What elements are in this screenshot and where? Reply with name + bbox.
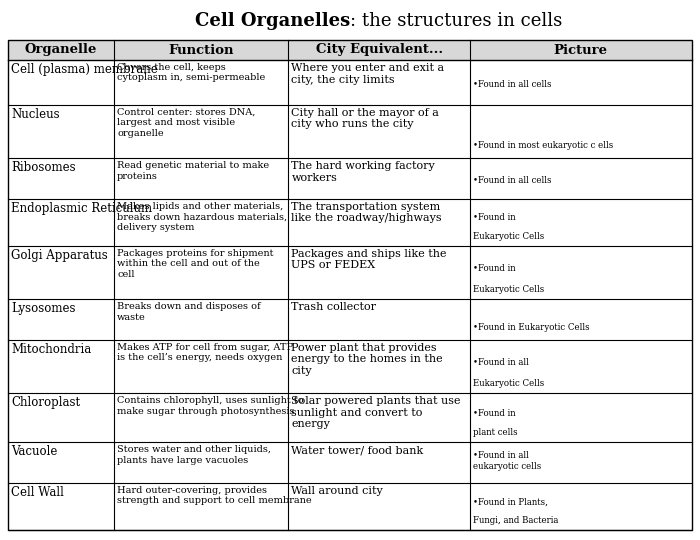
Text: Power plant that provides
energy to the homes in the
city: Power plant that provides energy to the … [291,343,443,376]
Text: City hall or the mayor of a
city who runs the city: City hall or the mayor of a city who run… [291,108,440,130]
Text: Cell Organelles: Cell Organelles [195,12,350,30]
Text: The transportation system
like the roadway/highways: The transportation system like the roadw… [291,202,442,224]
Text: •Found in: •Found in [473,213,515,222]
Bar [8,60,692,105]
Text: •Found in all: •Found in all [473,357,528,367]
Text: Packages and ships like the
UPS or FEDEX: Packages and ships like the UPS or FEDEX [291,249,447,271]
Text: : the structures in cells: : the structures in cells [350,12,562,30]
Text: Water tower/ food bank: Water tower/ food bank [291,446,424,455]
Text: Mitochondria: Mitochondria [11,343,91,356]
Text: Read genetic material to make
proteins: Read genetic material to make proteins [117,161,269,181]
Text: •Found in: •Found in [473,409,515,418]
Text: Chloroplast: Chloroplast [11,396,80,409]
Text: Eukaryotic Cells: Eukaryotic Cells [473,232,544,241]
Text: Endoplasmic Reticulum: Endoplasmic Reticulum [11,202,152,215]
Bar [8,442,692,483]
Text: Function: Function [169,44,234,57]
Text: Picture: Picture [554,44,608,57]
Text: Control center: stores DNA,
largest and most visible
organelle: Control center: stores DNA, largest and … [117,108,256,138]
Text: Makes lipids and other materials,
breaks down hazardous materials,
delivery syst: Makes lipids and other materials, breaks… [117,202,287,232]
Bar [8,246,692,299]
Text: Eukaryotic Cells: Eukaryotic Cells [473,379,544,388]
Text: Breaks down and disposes of
waste: Breaks down and disposes of waste [117,302,260,322]
Text: Wall around city: Wall around city [291,486,383,496]
Text: Makes ATP for cell from sugar, ATP
is the cell’s energy, needs oxygen: Makes ATP for cell from sugar, ATP is th… [117,343,293,362]
Bar [8,340,692,393]
Text: •Found in most eukaryotic c ells: •Found in most eukaryotic c ells [473,141,613,150]
Bar [8,158,692,199]
Text: Hard outer-covering, provides
strength and support to cell membrane: Hard outer-covering, provides strength a… [117,486,312,505]
Text: •Found in all
eukaryotic cells: •Found in all eukaryotic cells [473,451,541,471]
Bar [8,40,692,60]
Text: The hard working factory
workers: The hard working factory workers [291,161,435,183]
Text: Vacuole: Vacuole [11,446,57,458]
Text: Lysosomes: Lysosomes [11,302,76,315]
Text: Nucleus: Nucleus [11,108,60,121]
Text: Cell (plasma) membrane: Cell (plasma) membrane [11,63,158,76]
Text: Ribosomes: Ribosomes [11,161,76,174]
Text: Solar powered plants that use
sunlight and convert to
energy: Solar powered plants that use sunlight a… [291,396,461,429]
Text: •Found in Plants,: •Found in Plants, [473,497,547,507]
Text: •Found in: •Found in [473,264,515,273]
Bar [8,299,692,340]
Bar [8,105,692,158]
Text: Covers the cell, keeps
cytoplasm in, semi-permeable: Covers the cell, keeps cytoplasm in, sem… [117,63,265,83]
Text: Organelle: Organelle [25,44,97,57]
Text: •Found in all cells: •Found in all cells [473,176,551,185]
Text: Cell Wall: Cell Wall [11,486,64,499]
Text: Packages proteins for shipment
within the cell and out of the
cell: Packages proteins for shipment within th… [117,249,274,279]
Text: •Found in Eukaryotic Cells: •Found in Eukaryotic Cells [473,323,589,332]
Text: Contains chlorophyll, uses sunlight to
make sugar through photosynthesis: Contains chlorophyll, uses sunlight to m… [117,396,304,416]
Text: Golgi Apparatus: Golgi Apparatus [11,249,108,262]
Text: •Found in all cells: •Found in all cells [473,80,551,89]
Bar [8,483,692,530]
Bar [8,199,692,246]
Text: Trash collector: Trash collector [291,302,377,312]
Bar [8,393,692,442]
Text: Where you enter and exit a
city, the city limits: Where you enter and exit a city, the cit… [291,63,444,85]
Text: Fungi, and Bacteria: Fungi, and Bacteria [473,516,558,525]
Text: City Equivalent...: City Equivalent... [316,44,442,57]
Text: Eukaryotic Cells: Eukaryotic Cells [473,285,544,294]
Text: Stores water and other liquids,
plants have large vacuoles: Stores water and other liquids, plants h… [117,446,271,465]
Text: plant cells: plant cells [473,429,517,437]
